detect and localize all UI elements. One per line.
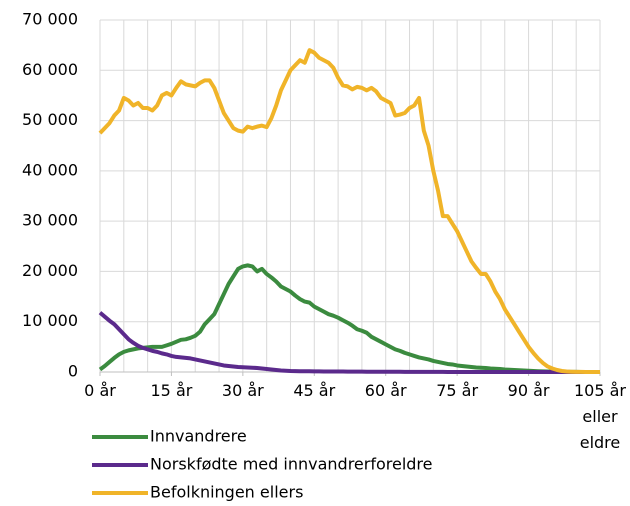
legend-label: Befolkningen ellers (150, 483, 303, 502)
y-tick-label: 60 000 (22, 60, 78, 79)
legend-label: Innvandrere (150, 427, 247, 446)
y-tick-label: 40 000 (22, 160, 78, 179)
series-line (98, 311, 600, 374)
y-tick-label: 20 000 (22, 261, 78, 280)
series-line (98, 48, 601, 374)
x-tick-label: 15 år (150, 381, 193, 400)
x-tick-label: 75 år (436, 381, 479, 400)
y-tick-label: 0 (68, 362, 78, 381)
y-tick-label: 50 000 (22, 110, 78, 129)
legend-label: Norskfødte med innvandrerforeldre (150, 455, 433, 474)
x-tick-label: 60 år (364, 381, 407, 400)
y-tick-label: 10 000 (22, 311, 78, 330)
x-tick-label: 45 år (293, 381, 336, 400)
x-tick-label: 90 år (507, 381, 550, 400)
y-tick-label: 30 000 (22, 211, 78, 230)
x-tick-label: 105 år eller eldre (573, 381, 626, 452)
y-tick-label: 70 000 (22, 10, 78, 29)
x-tick-label: 30 år (221, 381, 264, 400)
x-tick-label: 0 år (84, 381, 116, 400)
